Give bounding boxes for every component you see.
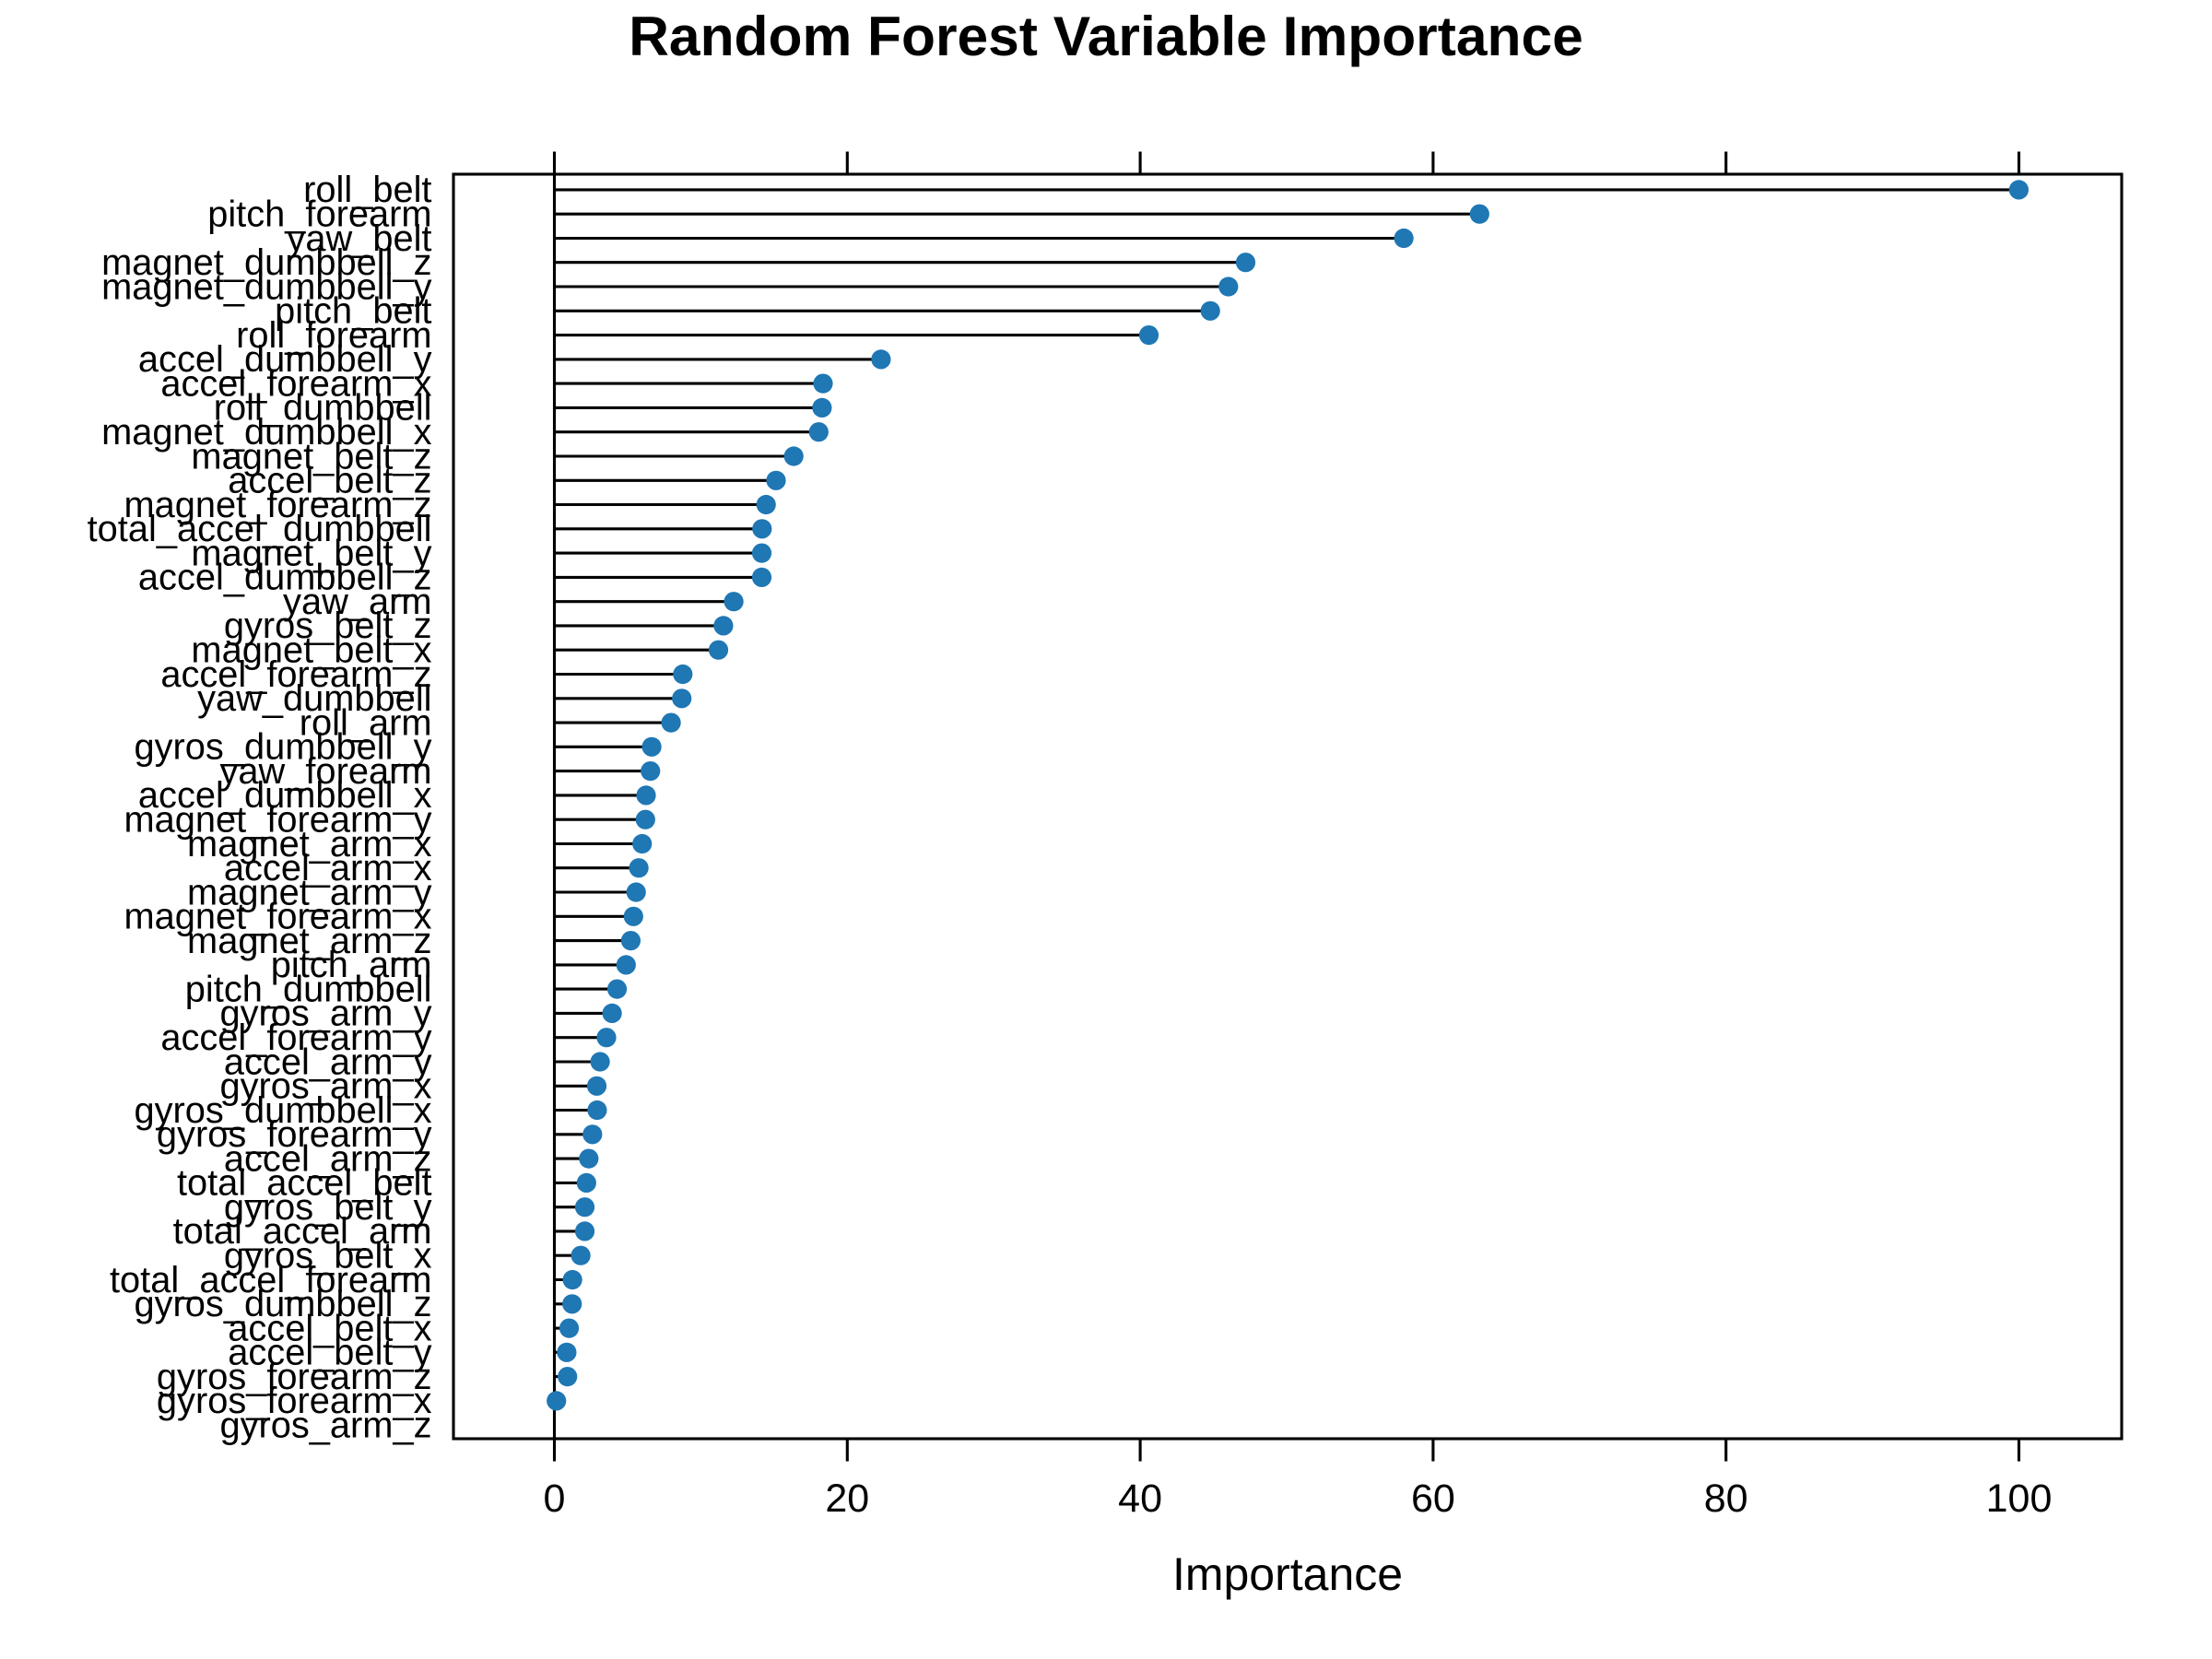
svg-text:magnet_forearm_y: magnet_forearm_y: [124, 800, 431, 841]
svg-text:accel_belt_x: accel_belt_x: [228, 1308, 431, 1348]
svg-text:pitch_forearm: pitch_forearm: [207, 194, 431, 235]
svg-text:total_accel_belt: total_accel_belt: [177, 1163, 432, 1204]
svg-text:total_accel_arm: total_accel_arm: [173, 1211, 432, 1252]
svg-text:magnet_arm_z: magnet_arm_z: [187, 921, 431, 961]
svg-text:roll_belt: roll_belt: [303, 170, 431, 210]
svg-text:gyros_arm_z: gyros_arm_z: [219, 1406, 431, 1446]
svg-text:yaw_belt: yaw_belt: [287, 218, 431, 259]
svg-text:accel_forearm_x: accel_forearm_x: [160, 363, 431, 404]
svg-text:80: 80: [1704, 1477, 1748, 1521]
svg-text:accel_arm_x: accel_arm_x: [224, 848, 432, 888]
svg-text:magnet_forearm_z: magnet_forearm_z: [124, 485, 431, 525]
svg-text:accel_belt_z: accel_belt_z: [228, 461, 431, 501]
svg-text:gyros_arm_y: gyros_arm_y: [219, 994, 431, 1034]
svg-text:accel_belt_y: accel_belt_y: [228, 1333, 431, 1373]
svg-text:pitch_belt: pitch_belt: [275, 291, 431, 332]
svg-text:accel_forearm_z: accel_forearm_z: [160, 654, 431, 695]
svg-text:60: 60: [1411, 1477, 1455, 1521]
svg-text:20: 20: [825, 1477, 869, 1521]
svg-text:total_accel_forearm: total_accel_forearm: [110, 1260, 432, 1300]
svg-text:Importance: Importance: [1172, 1548, 1403, 1600]
svg-text:gyros_dumbbell_y: gyros_dumbbell_y: [135, 727, 432, 768]
svg-text:gyros_belt_y: gyros_belt_y: [224, 1187, 432, 1228]
svg-text:roll_dumbbell: roll_dumbbell: [214, 388, 432, 429]
svg-text:gyros_belt_z: gyros_belt_z: [224, 606, 432, 646]
svg-text:accel_arm_y: accel_arm_y: [224, 1041, 432, 1082]
svg-text:accel_arm_z: accel_arm_z: [224, 1138, 432, 1179]
svg-text:magnet_dumbbell_y: magnet_dumbbell_y: [101, 266, 432, 307]
svg-text:yaw_arm: yaw_arm: [283, 582, 431, 622]
svg-text:accel_dumbbell_x: accel_dumbbell_x: [138, 775, 432, 816]
svg-text:roll_arm: roll_arm: [300, 702, 432, 743]
svg-text:magnet_arm_y: magnet_arm_y: [187, 872, 432, 912]
svg-text:magnet_belt_z: magnet_belt_z: [191, 436, 431, 477]
svg-text:gyros_dumbbell_x: gyros_dumbbell_x: [135, 1090, 432, 1131]
svg-text:magnet_belt_y: magnet_belt_y: [191, 533, 431, 573]
svg-text:magnet_dumbbell_z: magnet_dumbbell_z: [101, 242, 431, 283]
svg-text:magnet_dumbbell_x: magnet_dumbbell_x: [101, 412, 432, 453]
svg-text:magnet_belt_x: magnet_belt_x: [191, 630, 431, 671]
svg-text:0: 0: [544, 1477, 566, 1521]
svg-text:gyros_forearm_x: gyros_forearm_x: [157, 1381, 432, 1421]
svg-text:total_accel_dumbbell: total_accel_dumbbell: [88, 509, 432, 549]
svg-text:gyros_forearm_y: gyros_forearm_y: [157, 1114, 432, 1155]
svg-text:40: 40: [1118, 1477, 1162, 1521]
svg-text:gyros_belt_x: gyros_belt_x: [224, 1236, 432, 1277]
svg-text:magnet_arm_x: magnet_arm_x: [187, 824, 432, 865]
svg-text:accel_dumbbell_z: accel_dumbbell_z: [138, 558, 432, 598]
svg-text:accel_dumbbell_y: accel_dumbbell_y: [138, 339, 432, 380]
svg-text:pitch_arm: pitch_arm: [271, 945, 432, 985]
svg-text:magnet_forearm_x: magnet_forearm_x: [124, 897, 431, 937]
svg-text:gyros_dumbbell_z: gyros_dumbbell_z: [135, 1284, 432, 1324]
svg-text:yaw_dumbbell: yaw_dumbbell: [197, 678, 431, 719]
svg-text:gyros_arm_x: gyros_arm_x: [219, 1066, 431, 1107]
svg-text:Random Forest Variable Importa: Random Forest Variable Importance: [629, 5, 1583, 67]
svg-text:roll_forearm: roll_forearm: [236, 315, 431, 356]
svg-text:accel_forearm_y: accel_forearm_y: [160, 1018, 431, 1058]
svg-text:100: 100: [1986, 1477, 2053, 1521]
svg-text:pitch_dumbbell: pitch_dumbbell: [185, 969, 432, 1009]
svg-text:gyros_forearm_z: gyros_forearm_z: [157, 1357, 432, 1397]
svg-text:yaw_forearm: yaw_forearm: [219, 751, 431, 792]
